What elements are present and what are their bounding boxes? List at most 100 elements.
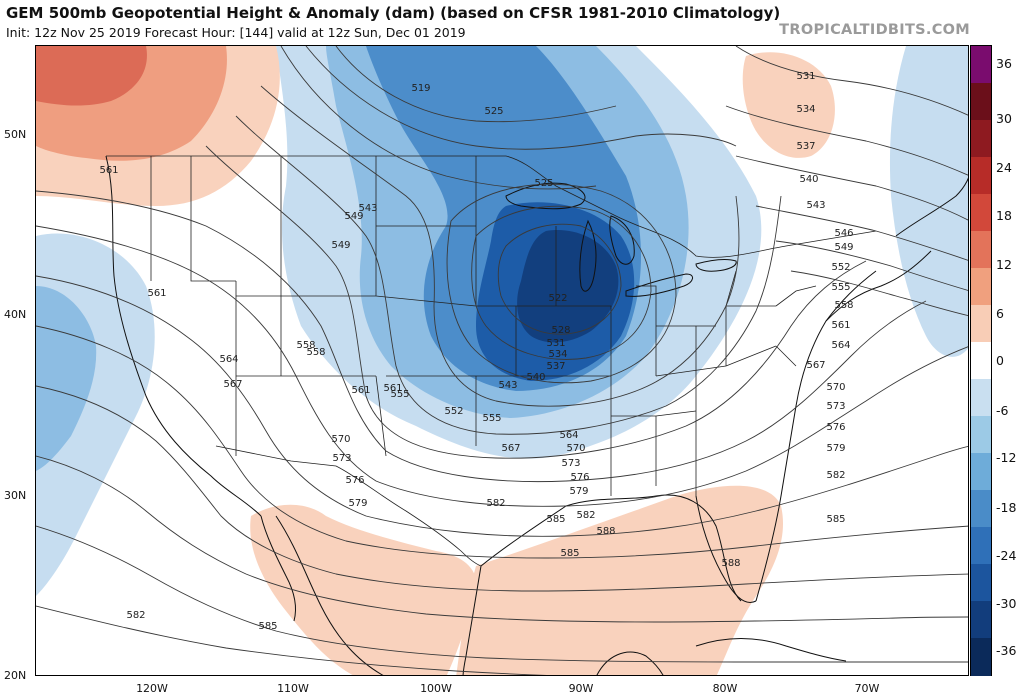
latitude-label-20n: 20N xyxy=(4,669,27,682)
contour-label: 540 xyxy=(799,174,818,185)
contour-label: 549 xyxy=(344,211,363,222)
contour-label: 570 xyxy=(331,434,350,445)
contour-label: 531 xyxy=(796,71,815,82)
contour-label: 519 xyxy=(411,83,430,94)
contour-label: 543 xyxy=(806,200,825,211)
colorbar-segment xyxy=(971,490,991,528)
contour-label: 555 xyxy=(482,413,501,424)
colorbar-tick-label: 0 xyxy=(996,353,1004,368)
contour-label: 561 xyxy=(383,383,402,394)
colorbar-segment xyxy=(971,638,991,676)
colorbar-segment xyxy=(971,157,991,195)
colorbar-tick-label: 36 xyxy=(996,56,1012,71)
contour-label: 585 xyxy=(546,514,565,525)
east-coast xyxy=(755,270,877,602)
contour-label: 570 xyxy=(566,443,585,454)
lake-erie xyxy=(625,273,693,297)
contour-label: 561 xyxy=(147,288,166,299)
longitude-label-110w: 110W xyxy=(277,682,309,695)
colorbar-tick-label: -30 xyxy=(996,596,1017,611)
contour-label: 576 xyxy=(570,472,589,483)
colorbar-segment xyxy=(971,527,991,565)
contour-label: 552 xyxy=(831,262,850,273)
colorbar-segment xyxy=(971,120,991,158)
contour-label: 558 xyxy=(834,300,853,311)
longitude-label-70w: 70W xyxy=(854,682,880,695)
longitude-label-100w: 100W xyxy=(420,682,452,695)
latitude-label-30n: 30N xyxy=(4,489,27,502)
contour-label: 549 xyxy=(331,240,350,251)
negative-anomaly-core xyxy=(517,230,619,343)
colorbar-segment xyxy=(971,305,991,343)
anomaly-shading xyxy=(36,46,968,675)
anomaly-colorbar xyxy=(970,45,992,676)
contour-label: 528 xyxy=(551,325,570,336)
colorbar-tick-label: -18 xyxy=(996,500,1017,515)
latitude-label-50n: 50N xyxy=(4,128,27,141)
colorbar-tick-label: -24 xyxy=(996,548,1017,563)
chart-subtitle: Init: 12z Nov 25 2019 Forecast Hour: [14… xyxy=(6,25,466,40)
contour-label: 582 xyxy=(126,610,145,621)
contour-label: 579 xyxy=(569,486,588,497)
contour-label: 564 xyxy=(219,354,238,365)
contour-label: 537 xyxy=(546,361,565,372)
contour-label: 576 xyxy=(826,422,845,433)
lake-ontario xyxy=(695,259,737,272)
positive-anomaly-gulf xyxy=(456,485,784,675)
contour-label: 558 xyxy=(306,347,325,358)
colorbar-segment xyxy=(971,342,991,380)
contour-label: 588 xyxy=(596,526,615,537)
northeast-negative-anomaly xyxy=(889,46,968,357)
contour-label: 582 xyxy=(486,498,505,509)
contour-label: 525 xyxy=(534,178,553,189)
us-mexico-border xyxy=(215,445,482,567)
map-canvas: 5195255255225285315345375405435495525555… xyxy=(36,46,968,675)
longitude-label-90w: 90W xyxy=(568,682,594,695)
state-borders xyxy=(106,155,877,567)
contour-label: 531 xyxy=(546,338,565,349)
colorbar-tick-label: -36 xyxy=(996,643,1017,658)
contour-label: 549 xyxy=(834,242,853,253)
geographic-boundaries xyxy=(105,155,968,675)
west-negative-anomaly-mid xyxy=(36,286,97,471)
contour-label: 540 xyxy=(526,372,545,383)
contour-label: 585 xyxy=(826,514,845,525)
colorbar-segment xyxy=(971,83,991,121)
yucatan xyxy=(596,651,664,675)
positive-anomaly-northeast xyxy=(742,52,835,158)
contour-label: 573 xyxy=(561,458,580,469)
colorbar-tick-label: 12 xyxy=(996,257,1012,272)
gulf-coast xyxy=(480,494,742,602)
colorbar-tick-label: 24 xyxy=(996,160,1012,175)
contour-label: 567 xyxy=(501,443,520,454)
colorbar-segment xyxy=(971,601,991,639)
contour-label: 579 xyxy=(826,443,845,454)
contour-label: 561 xyxy=(831,320,850,331)
contour-label: 579 xyxy=(348,498,367,509)
contour-label: 576 xyxy=(345,475,364,486)
positive-anomaly-mexico xyxy=(250,504,477,675)
latitude-label-40n: 40N xyxy=(4,308,27,321)
weather-map: 519 525 525 522 528 531 534 537 540 543 549 552 555 5… xyxy=(35,45,969,676)
brand-watermark: TROPICALTIDBITS.COM xyxy=(779,22,970,38)
colorbar-segment xyxy=(971,231,991,269)
contour-label-group: 5195255255225285315345375405435495525555… xyxy=(99,71,853,632)
florida-peninsula xyxy=(695,495,757,603)
baja-california xyxy=(260,515,297,622)
contour-label: 588 xyxy=(721,558,740,569)
contour-label: 525 xyxy=(484,106,503,117)
contour-label: 522 xyxy=(548,293,567,304)
colorbar-segment xyxy=(971,564,991,602)
contour-label: 534 xyxy=(796,104,815,115)
colorbar-tick-label: -6 xyxy=(996,403,1009,418)
colorbar-segment xyxy=(971,46,991,84)
contour-label: 543 xyxy=(498,380,517,391)
contour-label: 567 xyxy=(223,379,242,390)
contour-label: 564 xyxy=(831,340,850,351)
colorbar-tick-label: 30 xyxy=(996,111,1012,126)
longitude-label-80w: 80W xyxy=(712,682,738,695)
height-contours xyxy=(36,46,968,675)
colorbar-segment xyxy=(971,453,991,491)
cuba xyxy=(695,638,847,662)
longitude-label-120w: 120W xyxy=(136,682,168,695)
